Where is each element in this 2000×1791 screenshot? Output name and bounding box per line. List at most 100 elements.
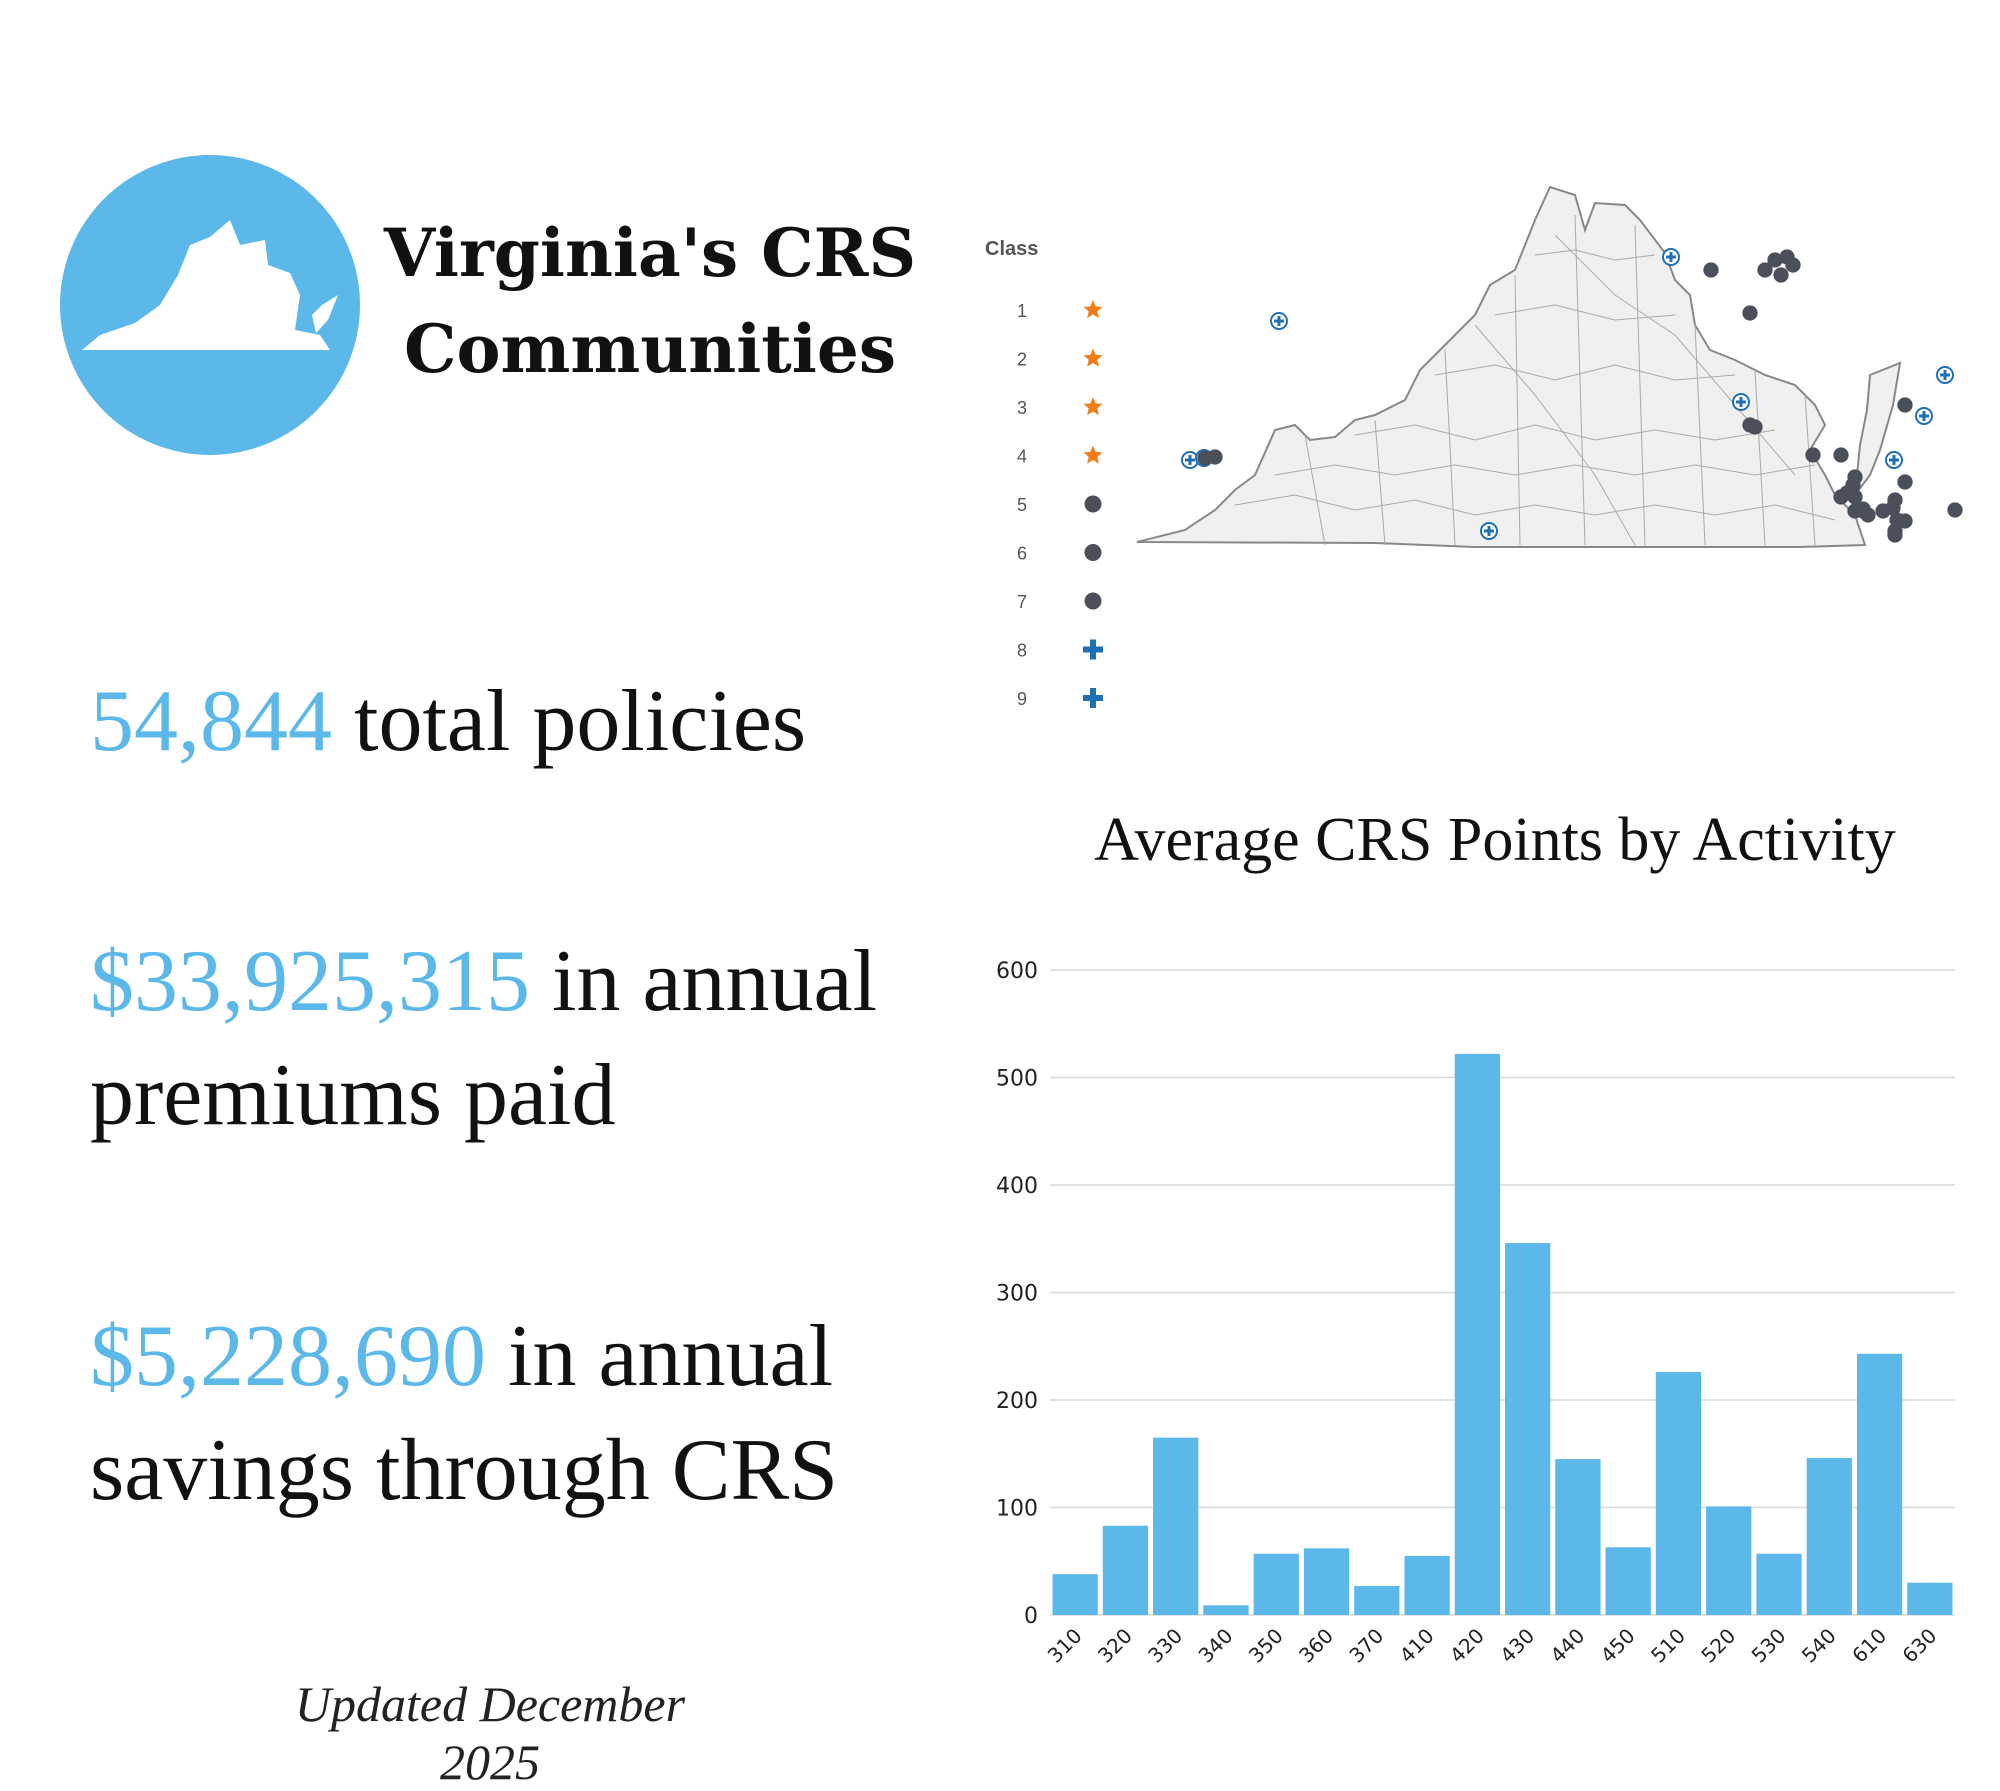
x-tick-label: 440 [1545, 1624, 1589, 1668]
plus-marker-icon [1915, 407, 1933, 425]
y-tick-label: 500 [996, 1067, 1038, 1092]
star-icon [1083, 397, 1103, 416]
stat-annual-premiums: $33,925,315 in annual premiums paid [90, 925, 877, 1153]
x-tick-label: 540 [1797, 1624, 1841, 1668]
dot-icon [1785, 257, 1801, 273]
bar [1102, 1525, 1149, 1615]
y-tick-label: 400 [996, 1174, 1038, 1199]
stat-annual-savings: $5,228,690 in annual savings through CRS [90, 1300, 838, 1528]
legend-label: 1 [1017, 301, 1027, 321]
x-tick-label: 330 [1143, 1624, 1187, 1668]
x-tick-label: 370 [1344, 1624, 1388, 1668]
chart-x-ticks: 310 320 330 340 350 360 370 410 420 430 440 450 510 5… [1043, 1624, 1942, 1668]
x-tick-label: 630 [1897, 1624, 1941, 1668]
state-outline [1136, 185, 1902, 548]
x-tick-label: 530 [1747, 1624, 1791, 1668]
bar [1454, 1053, 1500, 1615]
dot-icon [1747, 419, 1763, 435]
dot-icon [1757, 262, 1773, 278]
plus-marker-icon [1732, 393, 1750, 411]
bar [1756, 1553, 1802, 1615]
stat-label-line2: savings through CRS [90, 1422, 839, 1519]
plus-marker-icon [1480, 522, 1498, 540]
map-svg: Class 1 2 3 4 5 6 7 8 9 [985, 185, 1963, 709]
x-tick-label: 610 [1847, 1624, 1891, 1668]
stat-label: total policies [332, 673, 807, 770]
x-tick-label: 350 [1244, 1624, 1288, 1668]
dot-icon [1207, 449, 1223, 465]
dot-icon [1742, 305, 1758, 321]
stat-value: $33,925,315 [90, 933, 530, 1030]
y-tick-label: 100 [996, 1497, 1038, 1522]
chart-title: Average CRS Points by Activity [1094, 806, 1896, 874]
stat-label-line2: premiums paid [90, 1047, 616, 1144]
dot-icon [1084, 495, 1102, 513]
x-tick-label: 430 [1495, 1624, 1539, 1668]
stat-label: in annual [486, 1308, 834, 1405]
bar [1706, 1506, 1752, 1615]
page-title: Virginia's CRS Communities [380, 205, 920, 397]
legend-label: 5 [1017, 495, 1027, 515]
plus-marker-icon [1181, 451, 1199, 469]
stat-total-policies: 54,844 total policies [90, 665, 806, 779]
bar-chart: 0 100 200 300 400 500 600 310 320 330 340 350 360 37… [970, 945, 1970, 1705]
bar [1655, 1372, 1702, 1615]
y-tick-label: 300 [996, 1282, 1038, 1307]
legend-label: 7 [1017, 592, 1027, 612]
bar [1505, 1243, 1551, 1615]
dot-icon [1767, 252, 1783, 268]
dot-icon [1703, 262, 1719, 278]
bar [1806, 1458, 1852, 1615]
legend-label: 9 [1017, 689, 1027, 709]
star-icon [1083, 300, 1103, 319]
chart-grid: 0 100 200 300 400 500 600 [996, 959, 1955, 1629]
dot-icon [1897, 474, 1913, 490]
dot-icon [1897, 397, 1913, 413]
x-tick-label: 320 [1093, 1624, 1137, 1668]
x-tick-label: 310 [1043, 1624, 1087, 1668]
bar [1303, 1548, 1350, 1615]
map-markers [1181, 248, 1963, 543]
updated-date: Updated December 2025 [294, 1676, 686, 1790]
plus-icon [1083, 688, 1103, 708]
legend-label: 8 [1017, 641, 1027, 661]
dot-icon [1833, 447, 1849, 463]
bar [1253, 1553, 1299, 1615]
chart-bars [1052, 1053, 1953, 1615]
dot-icon [1084, 544, 1102, 561]
bar [1052, 1574, 1098, 1615]
dot-icon [1773, 267, 1789, 283]
dot-icon [1855, 501, 1871, 517]
dot-icon [1084, 592, 1102, 610]
virginia-crs-map: Class 1 2 3 4 5 6 7 8 9 [975, 175, 1975, 735]
title-line-1: Virginia's CRS [383, 214, 917, 292]
x-tick-label: 420 [1445, 1624, 1489, 1668]
virginia-logo [60, 155, 360, 455]
chart-svg: 0 100 200 300 400 500 600 310 320 330 340 350 360 37… [996, 959, 1955, 1668]
plus-icon [1083, 639, 1103, 660]
stat-value: $5,228,690 [90, 1308, 486, 1405]
plus-marker-icon [1936, 366, 1954, 384]
x-tick-label: 360 [1294, 1624, 1338, 1668]
bar [1605, 1547, 1651, 1615]
dot-icon [1833, 489, 1849, 505]
x-tick-label: 510 [1646, 1624, 1690, 1668]
title-line-2: Communities [404, 310, 896, 388]
plus-marker-icon [1270, 312, 1288, 330]
y-tick-label: 200 [996, 1389, 1038, 1414]
eastern-shore-outline [1853, 361, 1902, 499]
legend-label: 2 [1017, 350, 1027, 370]
x-tick-label: 340 [1194, 1624, 1238, 1668]
legend-label: 4 [1017, 447, 1027, 467]
x-tick-label: 450 [1596, 1624, 1640, 1668]
bar [1354, 1585, 1400, 1615]
plus-marker-icon [1885, 451, 1903, 469]
map-legend: 1 2 3 4 5 6 7 8 9 [1017, 300, 1103, 709]
dot-icon [1887, 492, 1903, 508]
dot-icon [1887, 527, 1903, 543]
bar [1856, 1353, 1903, 1615]
y-tick-label: 0 [1024, 1604, 1038, 1629]
bar [1203, 1605, 1249, 1615]
legend-label: 6 [1017, 544, 1027, 564]
bar [1404, 1555, 1450, 1615]
